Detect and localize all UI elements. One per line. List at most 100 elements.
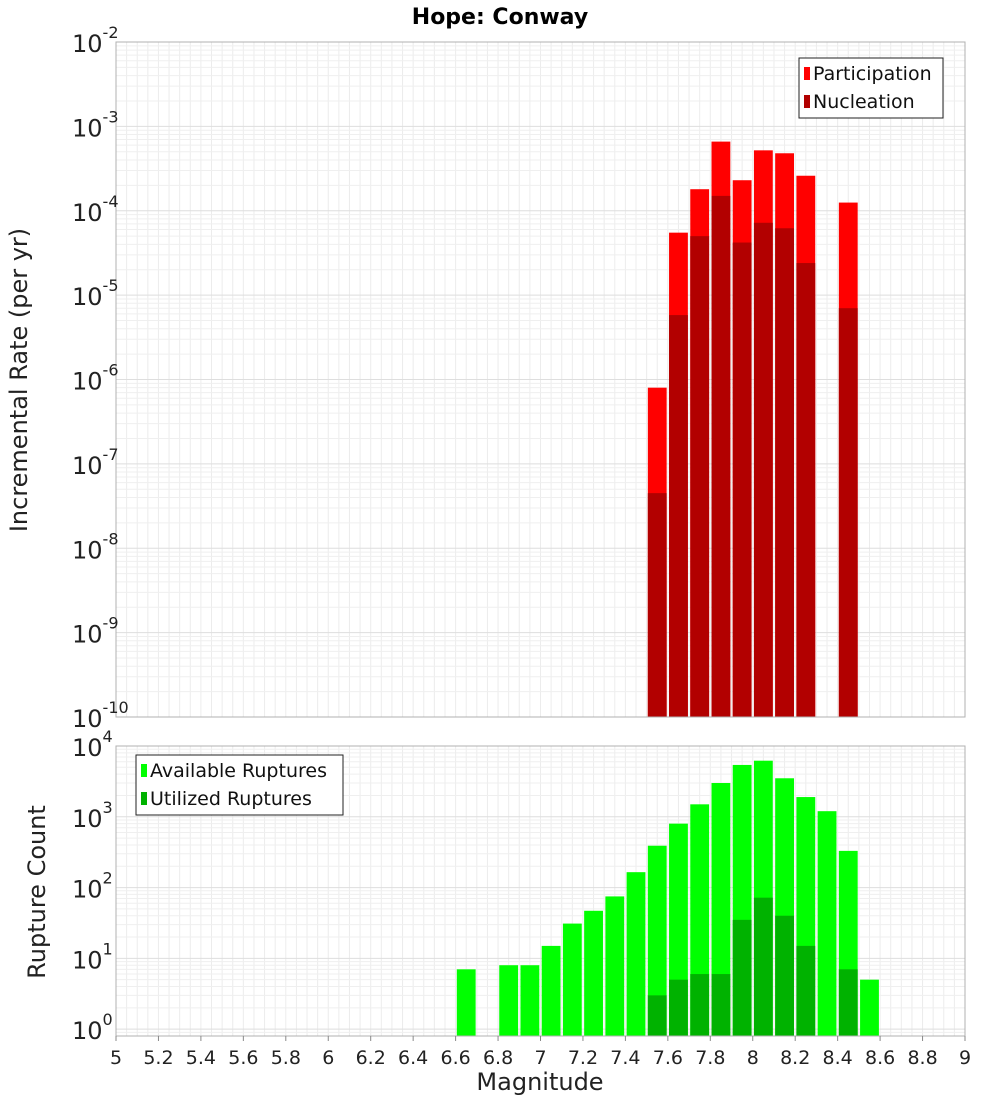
bottom-bar-utilized-ruptures bbox=[775, 915, 794, 1036]
x-tick-label: 7 bbox=[534, 1047, 546, 1069]
legend-swatch bbox=[804, 95, 810, 108]
x-tick-label: 5 bbox=[110, 1047, 122, 1069]
tick-base: 10 bbox=[72, 536, 103, 564]
tick-base: 10 bbox=[72, 30, 103, 58]
tick-base: 10 bbox=[72, 946, 103, 974]
bottom-legend: Available Ruptures Utilized Ruptures bbox=[135, 754, 344, 816]
legend-label: Utilized Ruptures bbox=[150, 788, 312, 810]
bottom-bar-utilized-ruptures bbox=[711, 974, 731, 1036]
tick-base: 10 bbox=[72, 734, 103, 762]
top-legend-box bbox=[798, 57, 944, 119]
bottom-bar-available-ruptures bbox=[711, 783, 731, 1036]
top-y-tick-label: 10-8 bbox=[72, 529, 119, 564]
top-plot: 10-210-310-410-510-610-710-810-910-10 In… bbox=[5, 23, 966, 733]
top-y-tick-label: 10-10 bbox=[72, 698, 129, 733]
x-tick-label: 8.8 bbox=[907, 1047, 937, 1069]
chart-title: Hope: Conway bbox=[412, 5, 588, 30]
bottom-bar-utilized-ruptures bbox=[838, 969, 858, 1036]
tick-base: 10 bbox=[72, 621, 103, 649]
top-y-tick-label: 10-7 bbox=[72, 445, 119, 480]
tick-base: 10 bbox=[72, 705, 103, 733]
bottom-y-tick-label: 101 bbox=[72, 939, 113, 974]
x-tick-label: 5.6 bbox=[228, 1047, 258, 1069]
bottom-y-axis-label: Rupture Count bbox=[23, 805, 51, 979]
tick-exponent: 1 bbox=[103, 939, 113, 958]
top-plot-frame bbox=[115, 41, 966, 718]
top-y-tick-label: 10-5 bbox=[72, 276, 119, 311]
bottom-y-tick-label: 103 bbox=[72, 798, 113, 833]
tick-exponent: 4 bbox=[103, 727, 113, 746]
tick-base: 10 bbox=[72, 368, 103, 396]
tick-base: 10 bbox=[72, 114, 103, 142]
bottom-bar-available-ruptures bbox=[456, 969, 476, 1036]
x-tick-label: 5.4 bbox=[186, 1047, 216, 1069]
x-tick-label: 6 bbox=[322, 1047, 334, 1069]
tick-exponent: 3 bbox=[103, 798, 113, 817]
top-bar-nucleation bbox=[732, 242, 752, 718]
bottom-bar-utilized-ruptures bbox=[669, 979, 688, 1036]
top-y-tick-label: 10-4 bbox=[72, 192, 119, 227]
x-tick-label: 6.4 bbox=[398, 1047, 428, 1069]
x-tick-label: 5.8 bbox=[271, 1047, 301, 1069]
bottom-bar-available-ruptures bbox=[605, 896, 625, 1036]
top-bar-nucleation bbox=[753, 222, 773, 717]
legend-swatch bbox=[141, 792, 147, 805]
tick-base: 10 bbox=[72, 805, 103, 833]
bottom-bar-available-ruptures bbox=[520, 965, 540, 1036]
bottom-bar-utilized-ruptures bbox=[690, 974, 710, 1036]
tick-exponent: -4 bbox=[103, 192, 119, 211]
tick-exponent: -10 bbox=[103, 698, 129, 717]
tick-base: 10 bbox=[72, 876, 103, 904]
x-tick-label: 7.8 bbox=[695, 1047, 725, 1069]
tick-exponent: 2 bbox=[103, 869, 113, 888]
top-bar-nucleation bbox=[775, 228, 794, 717]
x-tick-labels: 5 5.2 5.4 5.6 5.8 6 6.2 6.4 6.6 6.8 7 7.2 7.4 7.6 7.8 8… bbox=[110, 1036, 971, 1069]
bottom-bar-utilized-ruptures bbox=[796, 945, 816, 1036]
tick-exponent: -5 bbox=[103, 276, 119, 295]
bottom-bar-available-ruptures bbox=[817, 811, 837, 1036]
bottom-bars bbox=[456, 760, 879, 1036]
x-tick-label: 8.4 bbox=[823, 1047, 853, 1069]
x-tick-label: 8 bbox=[747, 1047, 759, 1069]
top-bar-nucleation bbox=[838, 308, 858, 717]
bottom-bar-utilized-ruptures bbox=[732, 919, 752, 1036]
top-bar-nucleation bbox=[669, 315, 688, 717]
tick-base: 10 bbox=[72, 1017, 103, 1045]
bottom-legend-box bbox=[135, 754, 344, 816]
top-bar-nucleation bbox=[711, 195, 731, 717]
bottom-bar-available-ruptures bbox=[860, 979, 879, 1036]
bottom-bar-available-ruptures bbox=[584, 910, 603, 1036]
bottom-bar-available-ruptures bbox=[562, 923, 582, 1036]
x-tick-label: 7.2 bbox=[568, 1047, 598, 1069]
top-y-tick-label: 10-6 bbox=[72, 361, 119, 396]
tick-exponent: -3 bbox=[103, 107, 119, 126]
top-y-tick-label: 10-9 bbox=[72, 614, 119, 649]
x-tick-label: 9 bbox=[959, 1047, 971, 1069]
tick-exponent: 0 bbox=[103, 1010, 113, 1029]
x-axis-label: Magnitude bbox=[476, 1068, 603, 1096]
bottom-bar-available-ruptures bbox=[541, 945, 561, 1036]
tick-exponent: -9 bbox=[103, 614, 119, 633]
bottom-y-tick-label: 104 bbox=[72, 727, 113, 762]
legend-label: Nucleation bbox=[813, 91, 915, 113]
bottom-bar-utilized-ruptures bbox=[753, 897, 773, 1036]
bottom-bar-utilized-ruptures bbox=[647, 995, 667, 1036]
legend-swatch bbox=[141, 764, 147, 777]
x-tick-label: 8.6 bbox=[865, 1047, 895, 1069]
legend-label: Available Ruptures bbox=[150, 760, 327, 782]
x-tick-label: 6.8 bbox=[483, 1047, 513, 1069]
top-bar-nucleation bbox=[647, 493, 667, 717]
top-grid bbox=[115, 42, 966, 718]
top-y-tick-label: 10-3 bbox=[72, 107, 119, 142]
tick-exponent: -8 bbox=[103, 529, 119, 548]
top-y-axis-label: Incremental Rate (per yr) bbox=[5, 228, 33, 532]
top-bars bbox=[647, 141, 858, 718]
bottom-y-tick-label: 102 bbox=[72, 869, 113, 904]
top-y-tick-labels: 10-210-310-410-510-610-710-810-910-10 bbox=[72, 23, 129, 733]
tick-exponent: -6 bbox=[103, 361, 119, 380]
x-tick-label: 7.6 bbox=[653, 1047, 683, 1069]
bottom-bar-available-ruptures bbox=[647, 845, 667, 1036]
tick-base: 10 bbox=[72, 452, 103, 480]
